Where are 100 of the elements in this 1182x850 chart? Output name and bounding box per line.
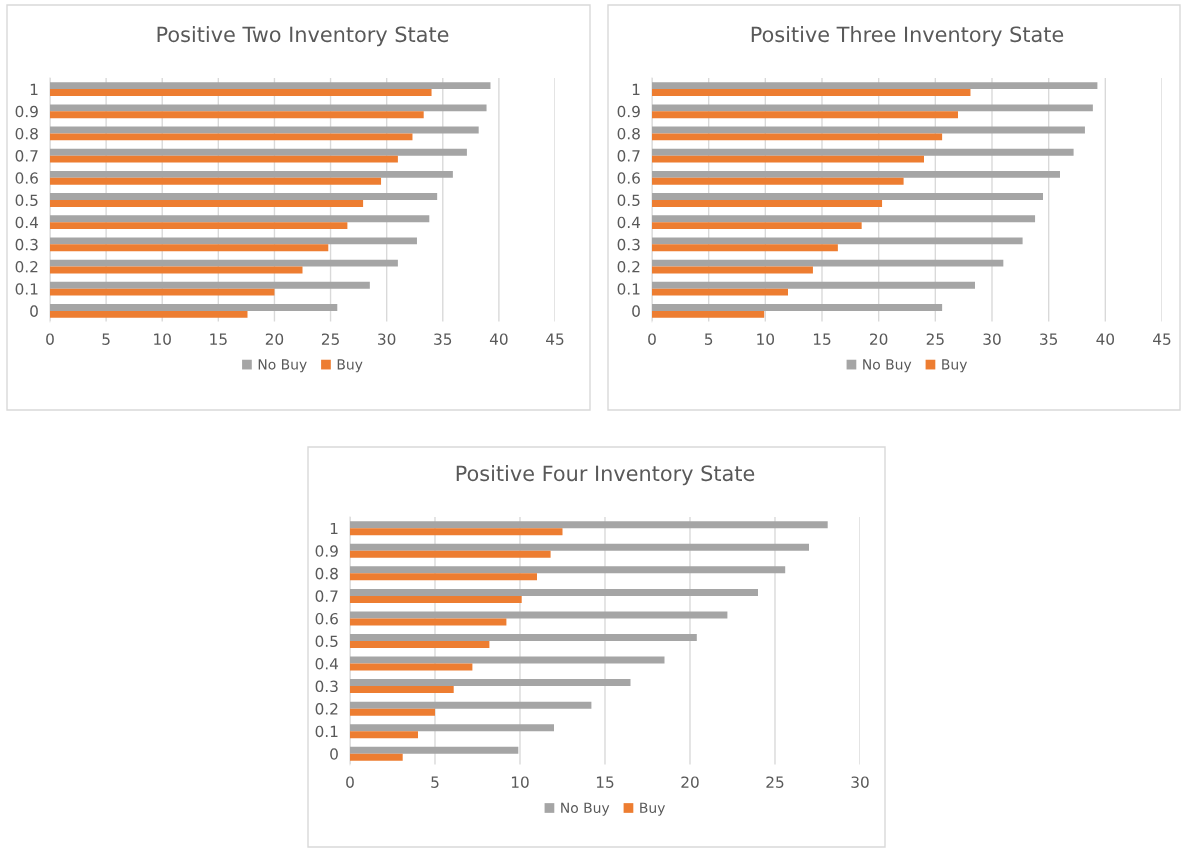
legend-label: No Buy — [561, 802, 610, 816]
y-tick-label: 0.1 — [15, 283, 38, 295]
bar — [350, 634, 697, 641]
x-tick-label: 35 — [1040, 333, 1058, 345]
bar — [50, 237, 417, 245]
y-tick-label: 0.1 — [315, 725, 338, 738]
x-tick-label: 45 — [546, 333, 564, 345]
bar — [50, 82, 491, 90]
legend-label: No Buy — [258, 359, 307, 373]
bar — [350, 701, 592, 709]
x-tick-label: 25 — [926, 333, 944, 345]
bar — [652, 155, 924, 163]
bar — [652, 237, 1023, 245]
x-tick-label: 0 — [46, 333, 54, 345]
x-tick-label: 10 — [757, 333, 775, 345]
x-tick-label: 30 — [851, 776, 869, 788]
bar — [652, 148, 1074, 156]
x-tick-label: 40 — [489, 333, 508, 345]
y-tick-label: 0.4 — [15, 216, 39, 229]
bar — [50, 288, 275, 296]
bar — [350, 679, 631, 687]
bar — [652, 193, 1043, 200]
y-tick-label: 0.9 — [617, 105, 640, 118]
bar — [350, 641, 490, 648]
y-tick-label: 0.9 — [15, 105, 38, 118]
x-tick-label: 25 — [766, 776, 784, 788]
y-tick-label: 0.8 — [15, 127, 38, 140]
x-tick-label: 25 — [321, 333, 339, 345]
y-tick-label: 0 — [30, 305, 38, 317]
bar — [50, 111, 424, 119]
bar — [350, 528, 563, 536]
bar — [350, 686, 454, 694]
bar — [50, 193, 438, 200]
x-tick-label: 0 — [346, 776, 354, 788]
y-tick-label: 1 — [330, 522, 338, 535]
bar — [350, 543, 809, 551]
chart-title: Positive Three Inventory State — [751, 26, 1064, 47]
bar — [652, 177, 904, 185]
x-tick-label: 15 — [210, 333, 227, 345]
bar — [50, 148, 467, 156]
y-tick-label: 0.4 — [315, 658, 339, 670]
bar — [50, 244, 329, 252]
x-tick-label: 30 — [378, 333, 396, 345]
y-tick-label: 0.5 — [315, 635, 338, 648]
bar — [652, 89, 971, 96]
bar — [350, 753, 403, 761]
bar — [350, 595, 522, 603]
bar — [350, 724, 554, 732]
x-tick-label: 5 — [102, 333, 110, 345]
y-tick-label: 0 — [330, 748, 338, 760]
bar — [652, 200, 883, 207]
bar — [350, 550, 551, 558]
bar — [350, 708, 435, 716]
y-tick-label: 0.7 — [315, 590, 338, 602]
bar — [50, 155, 398, 163]
bar — [350, 521, 828, 529]
y-tick-label: 0.6 — [315, 612, 338, 625]
bar — [652, 310, 765, 318]
x-tick-label: 30 — [983, 333, 1001, 345]
y-tick-label: 0.4 — [617, 216, 641, 229]
bar — [652, 82, 1098, 90]
y-tick-label: 0.5 — [617, 194, 640, 207]
bar — [350, 746, 519, 754]
x-tick-label: 20 — [265, 333, 284, 345]
bar — [50, 177, 382, 185]
x-tick-label: 10 — [511, 776, 529, 788]
bar — [652, 259, 1004, 267]
bar — [652, 104, 1093, 112]
legend-label: Buy — [942, 359, 968, 373]
y-tick-label: 1 — [30, 83, 38, 95]
y-tick-label: 0.1 — [617, 283, 640, 295]
bar — [50, 104, 487, 112]
x-tick-label: 40 — [1096, 333, 1115, 345]
x-tick-label: 0 — [648, 333, 656, 345]
bar — [652, 304, 943, 311]
y-tick-label: 0.9 — [315, 545, 338, 557]
bar — [652, 281, 975, 289]
bar — [50, 133, 413, 141]
bar — [50, 89, 432, 96]
bar — [652, 111, 958, 119]
bar — [350, 731, 418, 739]
bar — [652, 170, 1060, 178]
y-tick-label: 0.6 — [15, 172, 38, 184]
bar — [652, 244, 838, 252]
bar — [350, 618, 507, 626]
y-tick-label: 0.6 — [617, 172, 640, 184]
y-tick-label: 0.2 — [315, 703, 338, 715]
legend-label: No Buy — [863, 359, 912, 373]
x-tick-label: 10 — [154, 333, 171, 345]
x-tick-label: 5 — [704, 333, 713, 345]
y-tick-label: 0 — [632, 305, 640, 317]
bar — [50, 304, 338, 311]
x-tick-label: 15 — [813, 333, 831, 345]
x-tick-label: 35 — [434, 333, 452, 345]
bar — [350, 588, 758, 596]
y-tick-label: 0.8 — [617, 127, 640, 140]
x-tick-label: 20 — [870, 333, 888, 345]
y-tick-label: 0.5 — [15, 194, 38, 207]
bar — [50, 259, 398, 267]
y-tick-label: 0.3 — [15, 238, 38, 251]
